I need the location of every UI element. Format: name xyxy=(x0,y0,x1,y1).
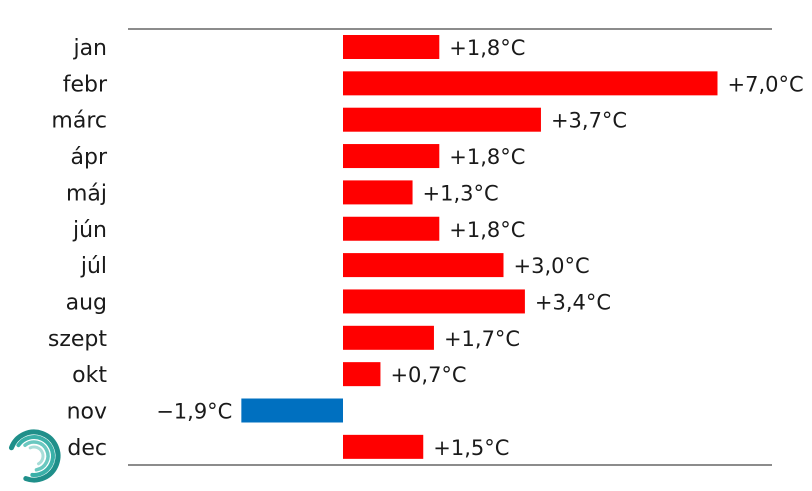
data-label-7: +3,4°C xyxy=(535,290,611,314)
category-label-7: aug xyxy=(66,290,107,315)
bar-0 xyxy=(343,35,440,59)
bar-4 xyxy=(343,180,413,205)
category-label-0: jan xyxy=(72,36,107,61)
bar-3 xyxy=(343,144,440,169)
bar-8 xyxy=(343,325,434,350)
logo-arc-0 xyxy=(8,429,61,483)
category-label-9: okt xyxy=(72,363,107,388)
logo-arc-1 xyxy=(16,435,55,477)
category-label-11: dec xyxy=(67,436,107,461)
plot-area: jan +1,8°C febr +7,0°C márc +3,7°C ápr +1,8°C má… xyxy=(48,28,804,466)
bar-6 xyxy=(343,253,504,278)
bar-9 xyxy=(343,362,381,387)
data-label-2: +3,7°C xyxy=(551,109,627,133)
swirl-logo-icon xyxy=(8,429,61,483)
data-label-10: −1,9°C xyxy=(156,400,232,424)
data-label-9: +0,7°C xyxy=(390,363,466,387)
category-label-5: jún xyxy=(72,218,107,243)
bar-5 xyxy=(343,216,440,241)
category-label-2: márc xyxy=(51,109,107,134)
data-label-4: +1,3°C xyxy=(423,181,499,205)
category-label-4: máj xyxy=(66,181,107,206)
bar-11 xyxy=(343,434,424,459)
bar-10 xyxy=(241,398,343,423)
logo-arc-2 xyxy=(23,440,50,472)
bar-2 xyxy=(343,107,541,132)
data-label-1: +7,0°C xyxy=(728,72,804,96)
data-label-0: +1,8°C xyxy=(449,36,525,60)
category-label-6: júl xyxy=(80,254,107,279)
data-label-8: +1,7°C xyxy=(444,327,520,351)
bar-1 xyxy=(343,71,718,96)
category-label-1: febr xyxy=(63,72,108,97)
category-label-10: nov xyxy=(67,400,107,425)
category-label-3: ápr xyxy=(71,145,108,170)
data-label-11: +1,5°C xyxy=(433,436,509,460)
data-label-3: +1,8°C xyxy=(449,145,525,169)
category-label-8: szept xyxy=(48,327,108,352)
logo-arc-3 xyxy=(28,445,45,466)
bar-7 xyxy=(343,289,525,314)
data-label-5: +1,8°C xyxy=(449,218,525,242)
data-label-6: +3,0°C xyxy=(514,254,590,278)
